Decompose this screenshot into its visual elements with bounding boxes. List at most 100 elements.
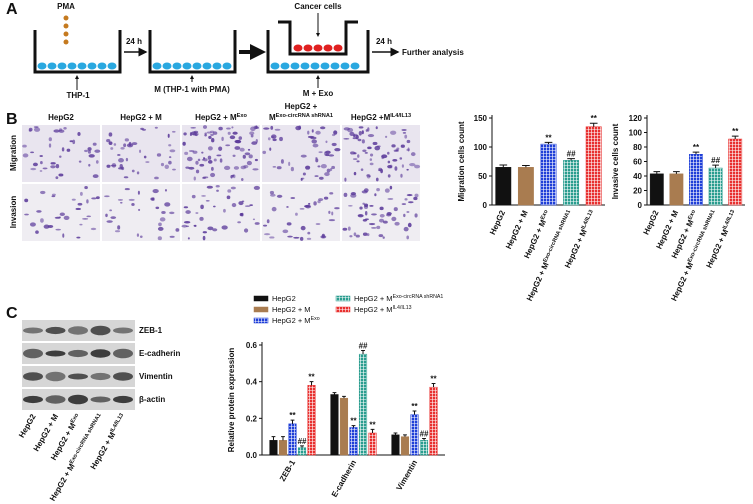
stained-cell <box>406 139 411 144</box>
stained-cell <box>368 222 376 226</box>
stained-cell <box>168 160 172 165</box>
stained-cell <box>392 158 398 162</box>
error-bar <box>393 432 398 435</box>
error-bar <box>712 164 719 169</box>
blot-band <box>23 327 43 334</box>
stained-cell <box>301 177 305 180</box>
stained-cell <box>76 236 81 239</box>
stained-cell <box>311 129 314 133</box>
error-bar <box>300 445 304 448</box>
stained-cell <box>239 213 244 217</box>
stained-cell <box>328 219 336 222</box>
stained-cell <box>350 193 357 198</box>
lane-label-text: HepG2 + M <box>48 462 77 503</box>
annotation: ** <box>693 143 700 152</box>
insert <box>278 20 358 56</box>
annotation: ## <box>711 156 720 165</box>
stained-cell <box>187 237 190 240</box>
cell <box>152 62 162 70</box>
stained-cell <box>69 140 74 143</box>
blot-row-label: E-cadherin <box>139 349 180 358</box>
stained-cell <box>77 132 81 136</box>
column-label: HepG2 + M <box>120 113 162 122</box>
bar <box>419 440 429 456</box>
stained-cell <box>120 201 123 204</box>
annotation: ** <box>545 133 552 142</box>
stained-cell <box>230 186 236 190</box>
stained-cell <box>123 143 127 148</box>
well <box>148 30 237 74</box>
stained-cell <box>305 204 312 209</box>
stained-cell <box>380 168 383 174</box>
stained-cell <box>118 167 124 170</box>
stained-cell <box>36 210 42 213</box>
stained-cell <box>126 143 134 148</box>
stained-cell <box>87 150 91 154</box>
stained-cell <box>244 152 251 156</box>
stained-cell <box>369 162 374 166</box>
stained-cell <box>61 147 65 152</box>
blot-row-label: ZEB-1 <box>139 326 163 335</box>
stained-cell <box>212 205 216 208</box>
bar <box>330 394 339 456</box>
y-tick-label: 20 <box>633 187 642 196</box>
stained-cell <box>203 125 207 129</box>
blot-band <box>45 395 66 404</box>
bar <box>400 436 410 456</box>
bar <box>649 173 664 206</box>
stained-cell <box>248 154 253 159</box>
stained-cell <box>396 147 400 151</box>
stained-cell <box>207 159 213 164</box>
stained-cell <box>305 165 311 170</box>
cell <box>192 62 202 70</box>
stained-cell <box>234 146 241 150</box>
stained-cell <box>139 235 143 238</box>
stained-cell <box>362 149 367 153</box>
stained-cell <box>94 149 101 153</box>
stained-cell <box>53 129 60 133</box>
stained-cell <box>357 214 364 218</box>
stained-cell <box>387 198 394 200</box>
stained-cell <box>274 128 281 131</box>
stained-cell <box>287 235 293 238</box>
error-bar <box>332 392 337 395</box>
stained-cell <box>226 195 231 200</box>
stained-cell <box>104 195 110 198</box>
stained-cell <box>111 163 117 168</box>
x-tick-label-text: HepG2 + M <box>704 228 730 270</box>
stained-cell <box>110 147 114 150</box>
stained-cell <box>221 225 228 230</box>
stained-cell <box>308 202 311 205</box>
stained-cell <box>362 202 366 205</box>
cell <box>323 44 333 52</box>
further-label: Further analysis <box>402 48 464 57</box>
stained-cell <box>195 212 199 214</box>
stained-cell <box>42 167 48 170</box>
stained-cell <box>300 154 307 158</box>
stained-cell <box>92 142 97 146</box>
stained-cell <box>206 131 212 134</box>
stained-cell <box>299 207 305 210</box>
stained-cell <box>307 130 310 135</box>
lane-label-sup: Exo <box>70 412 81 424</box>
pma-dot <box>63 23 69 29</box>
stained-cell <box>387 164 393 169</box>
blot-band <box>90 396 111 403</box>
stained-cell <box>366 233 370 237</box>
stained-cell <box>347 127 354 133</box>
column-label-text: HepG2 + M <box>195 113 237 122</box>
annotation: ** <box>732 127 739 136</box>
cell <box>330 62 340 70</box>
stained-cell <box>155 206 160 210</box>
x-tick-label: HepG2 <box>488 209 507 237</box>
bar <box>517 167 534 206</box>
stained-cell <box>212 131 218 135</box>
stained-cell <box>344 177 347 182</box>
stained-cell <box>402 131 407 134</box>
stained-cell <box>401 203 407 205</box>
error-bar <box>589 122 598 127</box>
blot-band <box>45 350 66 357</box>
stained-cell <box>318 176 324 180</box>
bar <box>269 440 278 456</box>
x-tick-label-text: HepG2 + M <box>525 261 551 303</box>
